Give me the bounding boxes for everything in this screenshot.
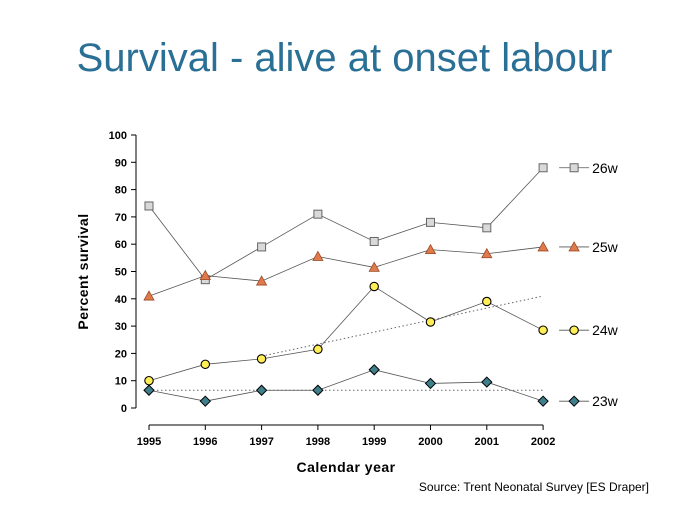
- point-25w-1998: [312, 250, 324, 261]
- point-24w-1997: [256, 354, 267, 364]
- y-tick-label-80: 80: [115, 185, 127, 197]
- series-line-26w: [148, 167, 544, 281]
- x-tick-label-1998: 1998: [306, 436, 330, 448]
- y-tick-label-0: 0: [121, 403, 127, 415]
- point-24w-1999: [369, 281, 379, 292]
- series-26w: [144, 163, 548, 285]
- y-axis-title: Percent survival: [75, 213, 91, 329]
- point-24w-1996: [200, 359, 211, 370]
- series-label-group-23w: 23w: [559, 393, 619, 409]
- series-label-24w: 24w: [592, 322, 619, 338]
- y-tick-label-70: 70: [115, 212, 127, 224]
- y-tick-label-30: 30: [115, 321, 127, 333]
- series-line-24w: [148, 285, 544, 382]
- chart-series: [143, 163, 549, 407]
- legend-marker-26w: [569, 163, 579, 173]
- point-25w-1999: [368, 261, 380, 272]
- point-26w-2002: [538, 163, 548, 173]
- point-23w-1995: [143, 384, 155, 396]
- series-label-25w: 25w: [592, 239, 619, 255]
- x-tick-label-2000: 2000: [418, 436, 442, 448]
- point-24w-1998: [313, 344, 323, 355]
- series-line-25w: [148, 246, 544, 297]
- point-23w-1998: [312, 384, 324, 396]
- x-tick-label-1997: 1997: [249, 436, 273, 448]
- point-26w-1995: [144, 201, 154, 211]
- point-23w-1997: [255, 384, 268, 396]
- y-tick-label-100: 100: [109, 130, 127, 142]
- point-23w-2000: [424, 377, 437, 390]
- trend-lines: [149, 295, 544, 391]
- series-24w: [144, 281, 548, 386]
- y-tick-label-10: 10: [115, 376, 127, 388]
- point-26w-1997: [257, 242, 267, 252]
- series-label-group-25w: 25w: [559, 239, 619, 255]
- x-tick-label-1995: 1995: [137, 436, 161, 448]
- point-25w-2002: [537, 241, 549, 252]
- point-26w-1998: [313, 209, 323, 219]
- series-line-23w: [148, 369, 544, 402]
- y-tick-label-60: 60: [115, 239, 127, 251]
- point-23w-2002: [537, 395, 549, 407]
- point-25w-1997: [255, 275, 268, 286]
- legend-marker-25w: [568, 241, 580, 252]
- point-24w-2001: [482, 296, 492, 307]
- y-tick-label-40: 40: [115, 294, 127, 306]
- point-25w-1996: [199, 269, 211, 280]
- point-26w-1999: [369, 236, 379, 246]
- series-label-group-26w: 26w: [559, 160, 619, 176]
- series-label-23w: 23w: [592, 393, 619, 409]
- point-24w-2002: [538, 325, 548, 335]
- y-tick-label-20: 20: [115, 348, 127, 360]
- series-25w: [143, 241, 549, 301]
- series-label-26w: 26w: [592, 160, 619, 176]
- x-tick-label-1999: 1999: [362, 436, 386, 448]
- x-axis-title: Calendar year: [296, 459, 395, 475]
- y-tick-label-90: 90: [115, 157, 127, 169]
- chart-axes: 0 10 20 30 40 50 60 70 80 90 100 1995 1996 1997 1998 19…: [109, 130, 556, 448]
- point-25w-1995: [143, 290, 155, 301]
- slide-title: Survival - alive at onset labour: [76, 36, 613, 80]
- trend-line-24w: [261, 295, 544, 357]
- point-26w-2001: [482, 223, 492, 233]
- series-labels: 26w 25w 24w 23w: [559, 160, 619, 409]
- point-23w-2001: [481, 376, 493, 388]
- point-26w-2000: [426, 217, 435, 227]
- x-tick-label-1996: 1996: [193, 436, 217, 448]
- x-tick-label-2001: 2001: [475, 436, 499, 448]
- point-24w-2000: [425, 317, 436, 327]
- point-23w-1999: [368, 364, 380, 376]
- x-tick-label-2002: 2002: [531, 436, 555, 448]
- source-note: Source: Trent Neonatal Survey [ES Draper…: [418, 480, 649, 494]
- y-tick-label-50: 50: [115, 267, 127, 279]
- point-25w-2000: [424, 243, 437, 255]
- point-25w-2001: [481, 247, 493, 259]
- series-23w: [143, 364, 549, 407]
- legend-marker-24w: [569, 325, 579, 335]
- point-23w-1996: [199, 395, 212, 407]
- point-24w-1995: [144, 375, 154, 386]
- series-label-group-24w: 24w: [559, 322, 619, 338]
- legend-marker-23w: [568, 395, 580, 407]
